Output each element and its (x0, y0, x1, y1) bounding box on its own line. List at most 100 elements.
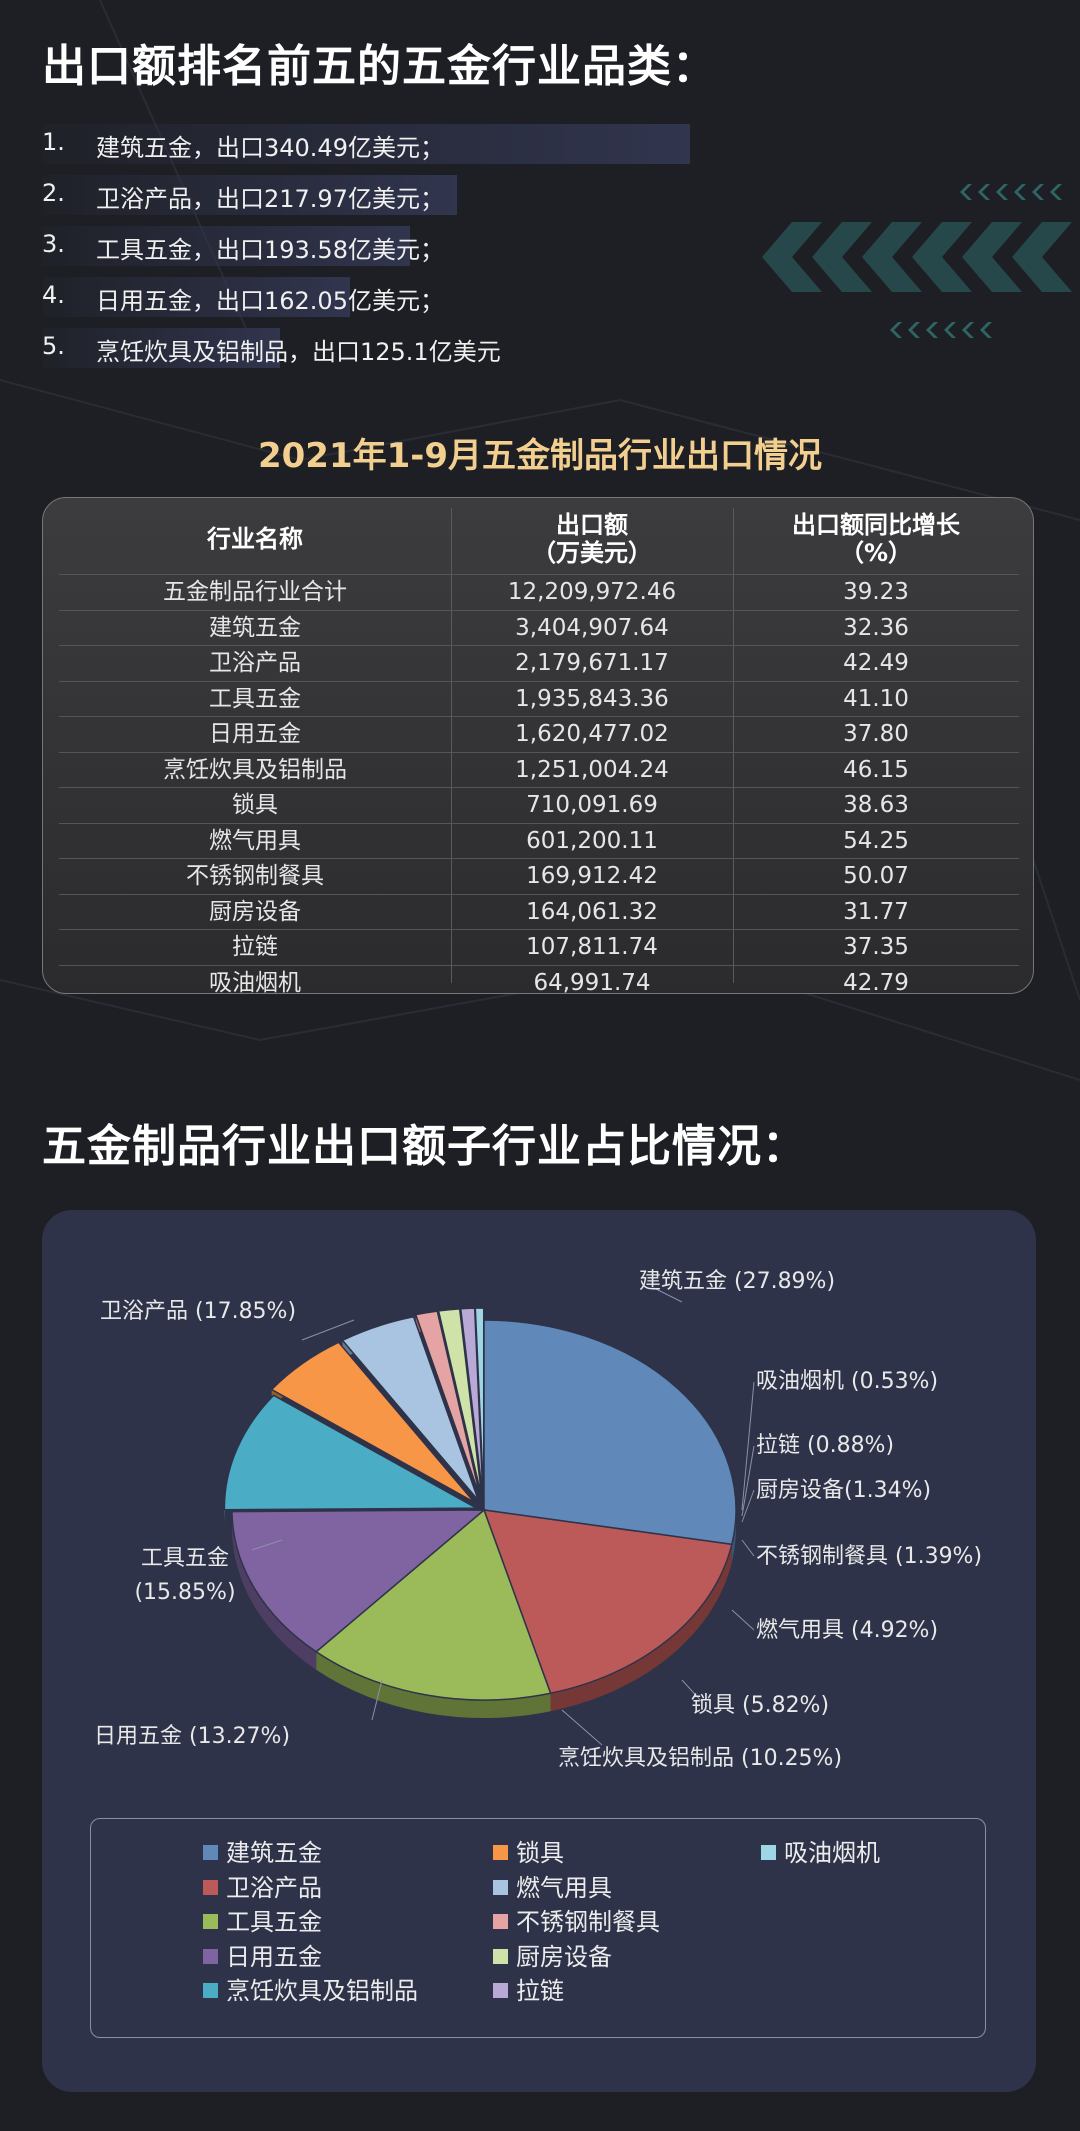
table-row: 日用五金 1,620,477.02 37.80 (59, 716, 1019, 752)
table-row: 吸油烟机 64,991.74 42.79 (59, 964, 1019, 994)
legend-item: 吸油烟机 (761, 1833, 880, 1868)
rank-number: 2. (42, 179, 65, 207)
column-divider (451, 508, 452, 983)
legend-item: 燃气用具 (493, 1868, 612, 1903)
rank-bar (42, 175, 457, 215)
table-row: 厨房设备 164,061.32 31.77 (59, 893, 1019, 930)
slice-label: 厨房设备(1.34%) (756, 1478, 931, 1503)
legend-swatch (203, 1983, 218, 1998)
cell-growth: 39.23 (843, 579, 909, 605)
cell-growth: 50.07 (843, 863, 909, 889)
cell-industry: 锁具 (232, 792, 278, 818)
cell-export-amount: 12,209,972.46 (507, 579, 677, 605)
legend-item: 烹饪炊具及铝制品 (203, 1971, 418, 2006)
table-row: 建筑五金 3,404,907.64 32.36 (59, 609, 1019, 646)
leader-line (741, 1445, 755, 1517)
cell-industry: 烹饪炊具及铝制品 (163, 756, 347, 783)
cell-industry: 工具五金 (209, 685, 301, 712)
cell-industry: 不锈钢制餐具 (186, 863, 324, 889)
table-row: 锁具 710,091.69 38.63 (59, 787, 1019, 823)
slice-label: 锁具 (5.82%) (691, 1693, 829, 1718)
pie-slice (437, 1308, 483, 1499)
cell-export-amount: 169,912.42 (526, 863, 658, 889)
pie-slice (482, 1509, 733, 1695)
rank-text: 日用五金，出口162.05亿美元； (96, 287, 444, 315)
cell-export-amount: 601,200.11 (526, 827, 658, 854)
leader-line (371, 1679, 383, 1721)
leader-line (741, 1381, 755, 1511)
legend-item: 卫浴产品 (203, 1868, 322, 1903)
top-five-list: 1. 建筑五金，出口340.49亿美元； 2. 卫浴产品，出口217.97亿美元； 3.… (42, 118, 1042, 373)
pie-slice (483, 1319, 737, 1546)
leader-line (681, 1679, 703, 1703)
slice-label: 烹饪炊具及铝制品 (10.25%) (558, 1746, 842, 1771)
slice-label: 建筑五金 (27.89%) (639, 1269, 835, 1294)
legend-label: 不锈钢制餐具 (516, 1908, 660, 1936)
cell-export-amount: 1,251,004.24 (515, 756, 669, 783)
header-export-amount: 出口额 （万美元） (451, 506, 733, 572)
pie-slice-side (316, 1651, 551, 1718)
legend-label: 拉链 (516, 1977, 564, 2005)
cell-growth: 54.25 (843, 827, 909, 854)
slice-label: 燃气用具 (4.92%) (756, 1618, 938, 1643)
heading-share: 五金制品行业出口额子行业占比情况： (42, 1121, 807, 1172)
leader-line (653, 1287, 683, 1303)
cell-export-amount: 710,091.69 (526, 792, 658, 818)
rank-text: 建筑五金，出口340.49亿美元； (96, 134, 444, 162)
rank-text: 卫浴产品，出口217.97亿美元； (96, 185, 444, 213)
legend-swatch (203, 1845, 218, 1860)
legend-item: 工具五金 (203, 1902, 322, 1937)
table-row: 五金制品行业合计 12,209,972.46 39.23 (59, 574, 1019, 610)
chevron-decoration-icon (762, 222, 1072, 292)
leader-line (741, 1539, 755, 1557)
legend-item: 日用五金 (203, 1937, 322, 1972)
legend-swatch (493, 1914, 508, 1929)
cell-export-amount: 1,935,843.36 (515, 685, 669, 712)
legend-label: 卫浴产品 (226, 1873, 322, 1902)
cell-industry: 五金制品行业合计 (163, 579, 347, 605)
cell-growth: 32.36 (843, 614, 909, 641)
header-label: 出口额 (556, 511, 628, 539)
pie-slice (314, 1508, 552, 1701)
slice-label: 工具五金 (141, 1546, 229, 1571)
cell-industry: 拉链 (232, 934, 278, 960)
table-row: 拉链 107,811.74 37.35 (59, 929, 1019, 965)
slice-label: 拉链 (0.88%) (756, 1433, 894, 1458)
legend-label: 烹饪炊具及铝制品 (226, 1977, 418, 2005)
legend-swatch (493, 1879, 508, 1895)
legend-label: 燃气用具 (516, 1873, 612, 1902)
pie-slice (341, 1315, 480, 1501)
legend-swatch (493, 1845, 508, 1860)
table-row: 烹饪炊具及铝制品 1,251,004.24 46.15 (59, 751, 1019, 788)
heading-top-five: 出口额排名前五的五金行业品类： (42, 41, 717, 92)
slice-label: 吸油烟机 (0.53%) (756, 1369, 938, 1394)
rank-bar (42, 226, 411, 266)
table-row: 工具五金 1,935,843.36 41.10 (59, 680, 1019, 717)
header-unit: （%） (839, 539, 913, 567)
header-unit: （万美元） (532, 539, 652, 567)
cell-growth: 42.49 (843, 650, 909, 676)
pie-slice (223, 1394, 480, 1511)
table-row: 燃气用具 601,200.11 54.25 (59, 822, 1019, 859)
leader-line (251, 1539, 283, 1551)
legend-item: 锁具 (493, 1833, 564, 1868)
cell-growth: 42.79 (843, 969, 909, 994)
cell-export-amount: 107,811.74 (526, 934, 658, 960)
pie-slice (414, 1310, 482, 1499)
slice-label: 卫浴产品 (17.85%) (100, 1299, 296, 1324)
cell-export-amount: 164,061.32 (526, 898, 658, 925)
table-title: 2021年1-9月五金制品行业出口情况 (257, 436, 823, 476)
legend-item: 厨房设备 (493, 1937, 612, 1972)
rank-bar (42, 277, 351, 317)
legend-swatch (203, 1914, 218, 1929)
legend-swatch (493, 1948, 508, 1964)
export-table: 行业名称 出口额 （万美元） 出口额同比增长 （%） 五金制品行业合计 12,20… (42, 497, 1034, 994)
cell-export-amount: 64,991.74 (533, 969, 651, 994)
pie-slice-side (232, 1511, 317, 1670)
cell-industry: 吸油烟机 (209, 969, 301, 994)
rank-bar (42, 328, 281, 368)
slice-label: (15.85%) (134, 1580, 235, 1605)
legend-item: 拉链 (493, 1971, 564, 2006)
top-five-item: 4. 日用五金，出口162.05亿美元； (42, 271, 1042, 322)
top-five-item: 2. 卫浴产品，出口217.97亿美元； (42, 169, 1042, 220)
